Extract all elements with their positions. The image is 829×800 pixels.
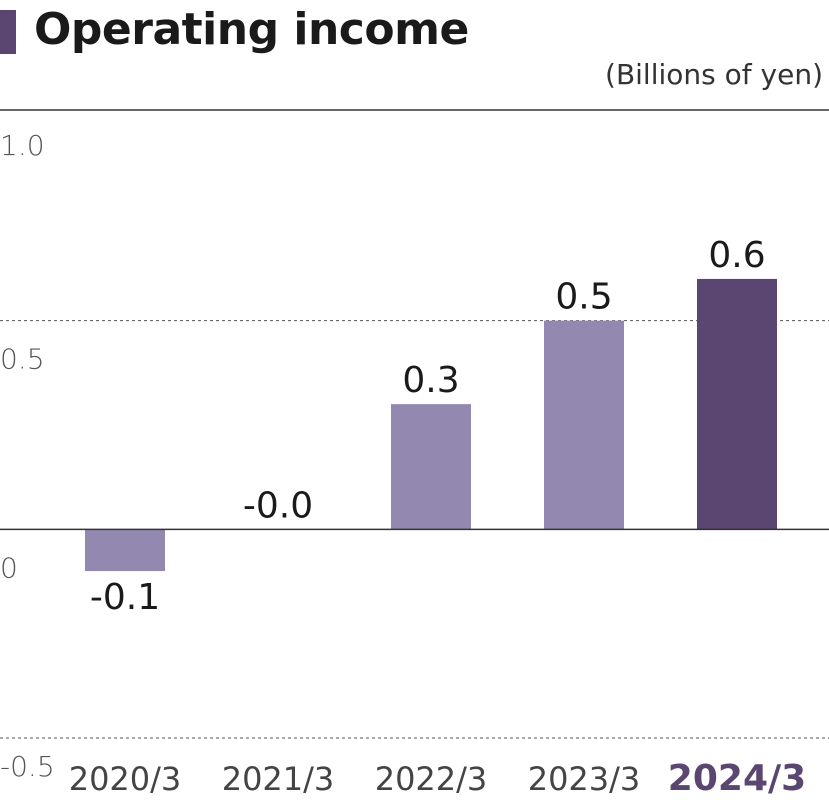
y-tick-label: -0.5: [0, 750, 55, 783]
unit-label: (Billions of yen): [605, 58, 823, 91]
x-tick-label: 2021/3: [222, 760, 335, 798]
x-tick-label: 2020/3: [69, 760, 182, 798]
data-label: -0.0: [243, 485, 313, 526]
data-label: -0.1: [90, 577, 160, 618]
y-tick-label: 0: [0, 551, 18, 584]
data-label: 0.5: [555, 277, 612, 318]
title-accent-bar: [0, 10, 16, 54]
bar: [544, 320, 624, 530]
y-tick-label: 1.0: [0, 129, 45, 162]
x-tick-label: 2023/3: [528, 760, 641, 798]
bar: [697, 278, 777, 530]
x-tick-label: 2022/3: [375, 760, 488, 798]
y-tick-label: 0.5: [0, 343, 45, 376]
bar: [85, 529, 165, 572]
x-tick-label: 2024/3: [668, 758, 806, 799]
data-label: 0.6: [708, 235, 765, 276]
chart-title: Operating income: [34, 4, 469, 55]
bar: [391, 404, 471, 530]
data-label: 0.3: [402, 360, 459, 401]
